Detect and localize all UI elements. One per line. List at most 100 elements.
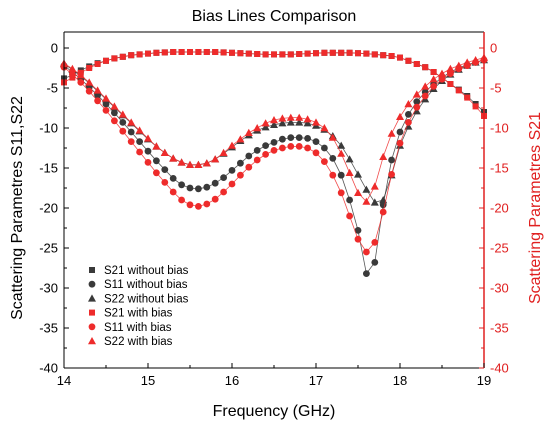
data-point [237,159,244,167]
legend-marker [88,323,96,331]
data-point [413,98,421,105]
data-point [127,128,135,136]
data-point [145,50,151,57]
series-line [63,51,485,117]
legend-entry: S22 without bias [88,293,189,305]
data-point [253,156,261,164]
data-point [261,123,270,131]
y-tick-label-left: -25 [39,241,58,256]
data-point [363,50,370,57]
data-point [337,171,345,179]
data-point [262,51,269,58]
data-point [446,64,455,72]
data-point [178,196,186,204]
data-point [153,49,160,56]
data-point [144,147,152,155]
y-tick-label-left: -10 [39,121,58,136]
y-tick-label-left: -40 [39,361,58,376]
data-point [160,148,169,156]
legend-label: S22 with bias [104,336,173,348]
data-point [388,156,395,164]
data-point [119,127,127,135]
data-point [203,49,210,55]
y-tick-label-left: -30 [39,281,58,296]
data-point [261,119,270,127]
data-point [286,113,295,121]
data-point [337,189,345,197]
data-point [354,170,362,178]
data-point [203,183,211,191]
data-point [110,102,119,110]
data-point [161,179,169,186]
data-point [253,124,262,132]
data-point [337,149,346,157]
data-point [304,135,311,142]
series-s22-with-bias [60,53,488,205]
data-point [144,134,152,142]
data-point [430,83,437,90]
data-point [254,51,261,57]
data-point [195,185,202,193]
data-point [195,49,202,55]
data-point [94,97,101,105]
data-point [111,117,118,125]
data-point [186,160,194,168]
series-line [63,59,485,275]
legend-label: S22 without bias [104,293,189,305]
data-point [471,56,480,64]
data-point [371,259,379,266]
y-tick-label-right: -25 [490,241,509,256]
data-point [304,144,311,152]
data-point [370,198,379,206]
legend-marker [88,337,96,345]
data-point [405,119,412,126]
data-point [85,87,93,95]
data-point [195,203,202,210]
data-point [379,208,387,216]
x-tick-label: 14 [57,373,71,388]
data-point [387,129,396,137]
x-tick-label: 15 [141,373,155,388]
data-point [136,51,143,58]
data-point [219,148,228,156]
data-point [128,52,135,59]
y-tick-label-right: -10 [490,121,509,136]
data-point [119,119,127,126]
data-point [355,50,361,57]
data-point [270,120,278,128]
data-point [278,114,287,122]
data-point [228,180,236,188]
y-tick-label-right: -5 [490,81,502,96]
data-point [245,163,253,171]
data-point [337,141,346,149]
data-point [320,124,329,132]
legend-label: S11 with bias [104,322,172,334]
data-point [328,133,337,141]
data-point [127,138,135,146]
legend-marker [89,267,95,273]
data-point [454,61,463,69]
y-tick-label-left: -35 [39,321,58,336]
data-point [329,155,337,162]
data-point [438,75,446,83]
y-tick-label-right: -35 [490,321,509,336]
data-point [169,154,178,162]
data-point [85,78,94,86]
data-point [295,134,303,142]
data-point [203,200,211,208]
x-tick-label: 17 [309,373,323,388]
legend-entry: S21 with bias [89,308,173,320]
data-point [136,148,144,156]
data-point [178,49,185,55]
data-point [111,55,118,62]
legend-label: S11 without bias [104,279,188,291]
data-point [262,151,269,158]
data-point [220,188,228,196]
data-point [286,118,295,126]
data-point [169,175,177,182]
series-s11-without-bias [60,56,488,277]
data-point [346,49,353,56]
series-s11-with-bias [60,56,488,256]
data-point [321,144,328,152]
data-point [413,61,420,67]
